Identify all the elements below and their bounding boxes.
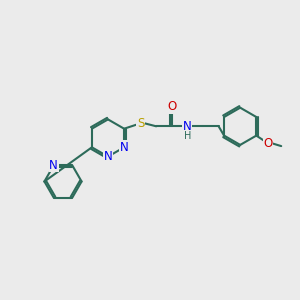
Text: O: O (263, 136, 272, 150)
Text: N: N (103, 150, 112, 163)
Text: O: O (167, 100, 176, 113)
Text: N: N (49, 159, 58, 172)
Text: H: H (184, 131, 191, 141)
Text: N: N (183, 120, 192, 133)
Text: S: S (137, 117, 144, 130)
Text: N: N (120, 141, 128, 154)
